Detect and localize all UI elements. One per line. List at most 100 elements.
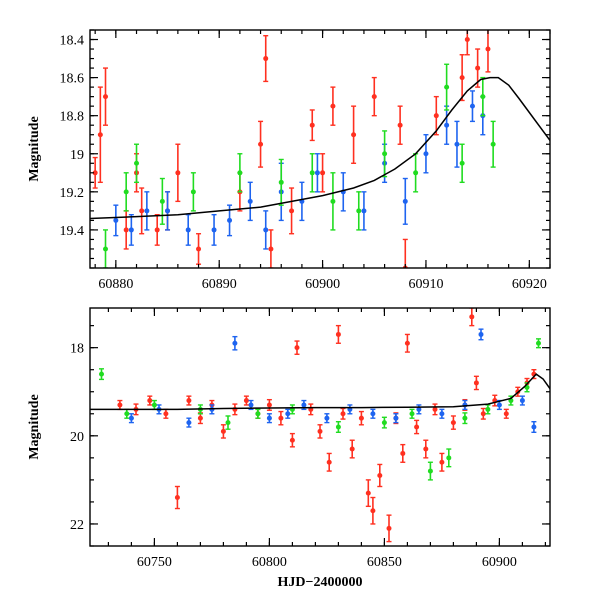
data-point <box>186 395 192 406</box>
data-point <box>113 204 119 237</box>
point-marker <box>97 132 103 138</box>
data-point <box>416 404 422 415</box>
point-marker <box>444 122 450 128</box>
data-point <box>266 413 272 424</box>
data-point <box>371 76 377 117</box>
point-marker <box>432 406 438 412</box>
data-point <box>237 153 243 193</box>
data-point <box>335 324 341 344</box>
point-marker <box>248 402 254 408</box>
point-marker <box>531 424 537 430</box>
data-point <box>485 404 491 415</box>
y-tick-label: 18.6 <box>60 72 85 87</box>
data-point <box>92 156 98 189</box>
model-curve <box>90 373 550 411</box>
point-marker <box>397 122 403 128</box>
point-marker <box>454 141 460 147</box>
data-point <box>225 415 231 430</box>
data-point <box>469 90 475 123</box>
point-marker <box>165 208 171 214</box>
point-marker <box>263 227 269 233</box>
data-point <box>340 172 346 212</box>
point-marker <box>139 208 145 214</box>
point-marker <box>340 411 346 417</box>
data-point <box>340 407 346 420</box>
data-point <box>490 120 496 168</box>
data-point <box>123 172 129 212</box>
data-point <box>423 134 429 174</box>
data-point <box>356 191 362 231</box>
point-marker <box>128 415 134 421</box>
point-marker <box>402 198 408 204</box>
x-tick-label: 60800 <box>252 555 287 570</box>
data-point <box>278 410 284 426</box>
data-point <box>147 395 153 406</box>
data-point <box>370 496 376 525</box>
point-marker <box>371 94 377 100</box>
data-point <box>381 416 387 429</box>
point-marker <box>377 472 383 478</box>
data-point <box>478 328 484 341</box>
point-marker <box>469 103 475 109</box>
data-point <box>174 485 180 510</box>
data-point <box>473 375 479 391</box>
data-point <box>439 452 445 472</box>
data-point <box>196 233 202 265</box>
point-marker <box>427 468 433 474</box>
point-marker <box>475 65 481 71</box>
point-marker <box>99 371 104 377</box>
data-point <box>446 448 452 468</box>
point-marker <box>444 84 450 90</box>
point-marker <box>450 420 456 426</box>
point-marker <box>439 411 445 417</box>
point-marker <box>117 402 123 408</box>
point-marker <box>473 380 479 386</box>
data-point <box>220 424 226 439</box>
point-marker <box>485 406 491 412</box>
y-tick-label: 20 <box>70 430 84 445</box>
data-point <box>444 63 450 111</box>
data-point <box>154 213 160 246</box>
point-marker <box>144 208 150 214</box>
point-marker <box>320 170 326 176</box>
data-point <box>255 408 261 419</box>
data-point <box>289 187 295 235</box>
data-point <box>308 403 314 416</box>
x-tick-label: 60900 <box>305 277 340 292</box>
point-marker <box>370 411 376 417</box>
data-point <box>335 421 341 433</box>
data-point <box>382 130 388 178</box>
data-point <box>211 213 217 246</box>
data-point <box>361 191 367 231</box>
y-tick-label: 18.8 <box>60 110 85 125</box>
point-marker <box>255 411 261 417</box>
point-marker <box>413 170 419 176</box>
y-tick-label: 19.4 <box>60 224 85 239</box>
point-marker <box>258 141 264 147</box>
data-point <box>393 413 399 424</box>
point-marker <box>370 508 376 514</box>
point-marker <box>123 189 129 195</box>
data-point <box>263 35 269 83</box>
point-marker <box>536 340 541 346</box>
point-marker <box>324 415 330 421</box>
x-tick-label: 60890 <box>202 277 237 292</box>
data-point <box>404 333 410 353</box>
data-point <box>469 308 475 327</box>
point-marker <box>175 170 181 176</box>
data-point <box>349 439 355 459</box>
point-marker <box>519 398 525 404</box>
point-marker <box>124 411 130 417</box>
point-marker <box>462 415 468 421</box>
x-tick-label: 60850 <box>367 555 402 570</box>
data-points <box>92 30 496 268</box>
data-point <box>414 419 420 435</box>
point-marker <box>335 424 341 430</box>
point-marker <box>335 331 341 337</box>
data-point <box>351 105 357 164</box>
data-point <box>314 153 320 193</box>
axis-ticks <box>90 29 551 269</box>
point-marker <box>459 75 465 81</box>
point-marker <box>186 420 192 426</box>
point-marker <box>301 402 307 408</box>
